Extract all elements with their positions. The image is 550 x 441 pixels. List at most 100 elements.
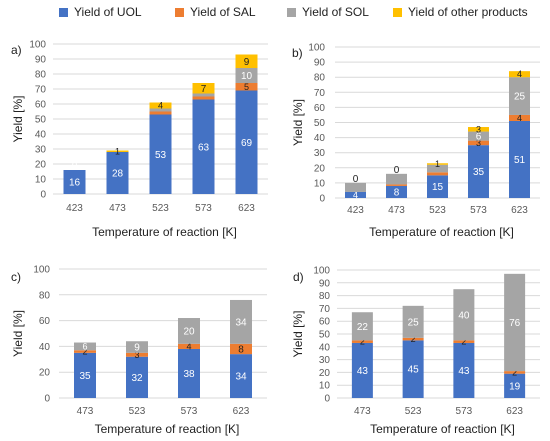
panel-d-bar-yield-of-sal [402,337,424,341]
legend-label-sol: Yield of SOL [302,5,369,19]
panel-b-xtick-label: 623 [511,205,528,216]
panel-a-xtick-label: 423 [66,203,83,214]
panel-c-ytick-label: 20 [39,368,51,379]
panel-d-data-label: 2 [411,334,416,344]
panel-a-ytick-label: 100 [29,40,46,51]
panel-b-data-label: 4 [517,113,522,123]
panel-a-bar-yield-of-other-products [192,83,215,94]
panel-d-ytick-label: 30 [319,355,331,366]
legend-item-sal: Yield of SAL [175,4,256,20]
panel-d-data-label: 2 [512,367,517,377]
panel-a-bar-yield-of-other-products [235,54,258,68]
panel-d-ytick-label: 70 [319,304,331,315]
panel-a-data-label: 7 [201,84,207,95]
panel-b-data-label: 6 [476,132,482,143]
panel-d-xtick-label: 523 [405,406,422,417]
panel-a-data-label: 1 [115,146,120,156]
panel-b-ytick-label: 100 [308,43,325,54]
panel-b-bar-yield-of-uol [345,191,366,198]
panel-a-data-label: 53 [155,150,167,161]
panel-b-bar-yield-of-sal [509,114,530,121]
panel-d-bar-yield-of-sol [351,312,373,341]
panel-d-ytick-label: 60 [319,317,331,328]
panel-b-bar-yield-of-sal [468,140,489,146]
panel-b-bar-yield-of-sol [386,173,407,185]
panel-a-data-label: 69 [241,138,253,149]
panel-d-ytick-label: 10 [319,381,331,392]
panel-a-bar-yield-of-uol [106,152,129,194]
panel-b-ytick-label: 40 [314,133,326,144]
panel-b-bar-yield-of-sol [509,77,530,115]
panel-b-bar-yield-of-sol [345,182,366,192]
panel-b-ytick-label: 70 [314,88,326,99]
panel-c-bar-yield-of-uol [74,352,96,398]
panel-a-data-label: 63 [198,142,210,153]
panel-c-bar-yield-of-sal [178,343,200,349]
panel-c-xlabel: Temperature of reaction [K] [95,422,240,436]
panel-d-data-label: 43 [357,366,369,377]
panel-a-data-label: 9 [244,57,250,68]
panel-b-data-label: 3 [476,124,481,134]
legend-label-uol: Yield of UOL [74,5,142,19]
panel-b-data-label: 35 [473,167,485,178]
panel-a-data-label: 10 [241,71,253,82]
panel-a-xlabel: Temperature of reaction [K] [92,225,237,239]
panel-d-bar-yield-of-sol [453,289,475,341]
panel-b-bar-yield-of-sal [386,184,407,186]
panel-c-bar-yield-of-uol [126,356,148,398]
panel-b-ylabel: Yield [%] [291,99,305,146]
panel-b-xlabel: Temperature of reaction [K] [369,225,514,239]
panel-a-bar-yield-of-uol [235,90,258,194]
panel-c-data-label: 35 [79,371,91,382]
panel-d-bar-yield-of-uol [504,373,526,398]
panel-c-data-label: 38 [183,369,195,380]
legend-item-other: Yield of other products [393,4,528,20]
panel-a-bar-yield-of-uol [63,170,86,194]
panel-a-ytick-label: 20 [35,160,47,171]
panel-a-xtick-label: 573 [195,203,212,214]
panel-b-ytick-label: 90 [314,58,326,69]
legend-swatch-sal [175,7,184,17]
panel-d-ytick-label: 50 [319,330,331,341]
panel-c-xtick-label: 623 [233,406,250,417]
panel-d-label: d) [293,270,304,284]
panel-d-bar-yield-of-sol [504,273,526,372]
panel-a-ytick-label: 40 [35,130,47,141]
legend-swatch-sol [287,7,296,17]
panel-d-bar-yield-of-uol [351,342,373,398]
panel-b-ytick-label: 20 [314,163,326,174]
panel-b-xtick-label: 473 [388,205,405,216]
panel-c-data-label: 8 [238,344,244,355]
panel-d-ytick-label: 90 [319,278,331,289]
panel-b-xtick-label: 573 [470,205,487,216]
panel-b-data-label: 4 [517,69,522,79]
panel-d-bar-yield-of-sol [402,305,424,338]
panel-c-data-label: 4 [186,341,191,351]
panel-c-data-label: 20 [183,326,195,337]
panel-a-data-label: 4 [158,101,163,111]
panel-a-bar-yield-of-other-products [106,150,129,152]
panel-c-data-label: 2 [82,347,87,357]
panel-c-bar-yield-of-sol [126,341,148,353]
panel-c-bar-yield-of-uol [230,354,252,398]
panel-d-data-label: 22 [357,322,369,333]
panel-c-bar-yield-of-sol [178,318,200,344]
panel-d-bar-yield-of-sal [351,340,373,343]
panel-b-data-label: 25 [514,92,526,103]
panel-c-bar-yield-of-sal [230,343,252,355]
panel-c-ytick-label: 60 [39,316,51,327]
panel-d-data-label: 45 [408,365,420,376]
panel-c-xtick-label: 523 [129,406,146,417]
panel-c-ytick-label: 80 [39,290,51,301]
panel-c-ytick-label: 40 [39,342,51,353]
legend-label-sal: Yield of SAL [190,5,256,19]
panel-c-ylabel: Yield [%] [11,310,25,357]
panel-c-bar-yield-of-sol [230,299,252,344]
panel-c-data-label: 6 [82,341,87,351]
panel-b-bar-yield-of-other-products [468,127,489,132]
panel-b-bar-yield-of-uol [509,120,530,198]
panel-d-ytick-label: 80 [319,291,331,302]
panel-c-xtick-label: 573 [181,406,198,417]
panel-b-ytick-label: 30 [314,148,326,159]
